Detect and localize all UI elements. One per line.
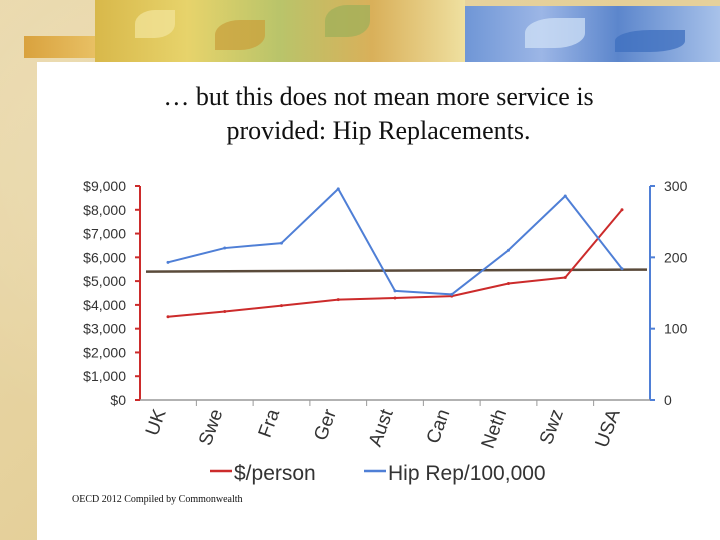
x-axis-label: Swe: [195, 407, 227, 449]
x-axis-label: Can: [423, 407, 455, 447]
left-axis-tick-label: $6,000: [83, 249, 126, 265]
data-point-cost: [507, 281, 510, 285]
data-point-cost: [620, 208, 624, 212]
data-point-cost: [563, 276, 567, 280]
x-axis-label: Aust: [365, 406, 398, 450]
data-point-hip-rep: [223, 246, 227, 250]
x-axis-label: Neth: [478, 407, 511, 452]
left-axis-tick-label: $3,000: [83, 321, 126, 337]
data-point-hip-rep: [336, 187, 340, 191]
data-point-hip-rep: [393, 289, 397, 293]
left-axis-tick-label: $0: [110, 392, 126, 408]
leaf-decoration: [615, 30, 685, 52]
left-axis-tick-label: $9,000: [83, 178, 126, 194]
data-point-cost: [223, 310, 227, 314]
data-point-cost: [166, 315, 170, 319]
leaf-decoration: [525, 18, 585, 48]
source-note: OECD 2012 Compiled by Commonwealth: [72, 494, 243, 505]
chart-series: [145, 187, 648, 319]
data-point-hip-rep: [563, 194, 567, 198]
x-axis-label: Swz: [536, 407, 568, 448]
left-axis-tick-label: $8,000: [83, 202, 126, 218]
data-point-hip-rep: [280, 241, 283, 245]
x-axis-labels: UK Swe Fra Ger Aust Can Neth Swz USA: [142, 406, 625, 452]
title-line-2: provided: Hip Replacements.: [226, 116, 531, 145]
left-axis-tick-label: $5,000: [83, 273, 126, 289]
chart-axes: $0 $1,000 $2,000 $3,000 $4,000 $5,000 $6,000 $7…: [83, 178, 687, 408]
x-axis-label: USA: [592, 406, 625, 450]
decorative-banner: [95, 0, 720, 62]
data-point-cost: [280, 304, 283, 308]
legend-label-cost: $/person: [234, 462, 316, 485]
left-axis-tick-label: $7,000: [83, 226, 126, 242]
data-point-hip-rep: [507, 248, 510, 252]
leaf-decoration: [215, 20, 265, 50]
leaf-decoration: [325, 5, 370, 37]
data-point-hip-rep: [450, 292, 454, 296]
left-axis-tick-label: $4,000: [83, 297, 126, 313]
x-axis-label: Ger: [310, 406, 341, 444]
data-point-hip-rep: [166, 260, 170, 264]
data-point-hip-rep: [620, 267, 624, 271]
right-axis-tick-label: 100: [664, 321, 688, 337]
left-axis-tick-label: $2,000: [83, 344, 126, 360]
left-axis-tick-label: $1,000: [83, 368, 126, 384]
reference-line: [145, 268, 648, 273]
slide-canvas: [37, 62, 720, 540]
data-point-cost: [393, 296, 397, 300]
leaf-decoration: [135, 10, 175, 38]
right-axis-tick-label: 0: [664, 392, 672, 408]
right-axis-tick-label: 300: [664, 178, 688, 194]
legend-label-hip-rep: Hip Rep/100,000: [388, 462, 546, 485]
x-axis-label: Fra: [255, 406, 285, 440]
data-point-cost: [336, 298, 340, 302]
x-axis-label: UK: [142, 406, 171, 438]
banner-accent: [24, 36, 95, 58]
series-line-cost-per-person: [167, 209, 623, 318]
right-axis-tick-label: 200: [664, 249, 688, 265]
chart-legend: $/person Hip Rep/100,000: [210, 462, 546, 485]
slide-title: … but this does not mean more service is…: [37, 80, 720, 148]
title-line-1: … but this does not mean more service is: [163, 82, 594, 111]
